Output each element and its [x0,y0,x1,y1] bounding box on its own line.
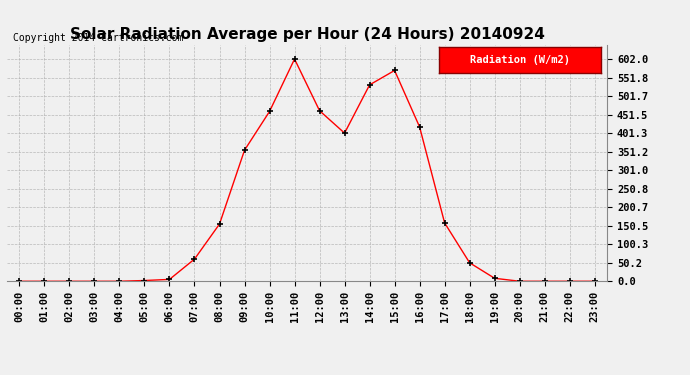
Text: Copyright 2014 Cartronics.com: Copyright 2014 Cartronics.com [13,33,184,43]
Title: Solar Radiation Average per Hour (24 Hours) 20140924: Solar Radiation Average per Hour (24 Hou… [70,27,544,42]
